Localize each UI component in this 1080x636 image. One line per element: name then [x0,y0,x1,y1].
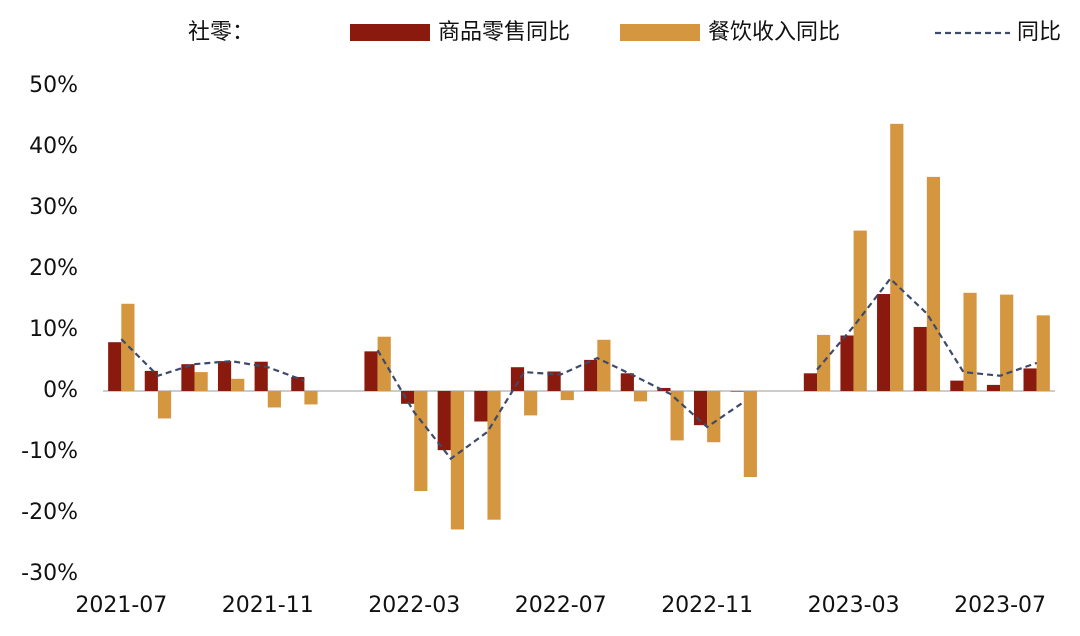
bar [597,339,611,391]
x-tick-label: 2021-07 [75,593,167,618]
bar [877,294,891,391]
bar [730,391,744,392]
bar [657,387,671,391]
bar [450,391,465,530]
bar [853,230,867,391]
bar [194,372,208,391]
bar [743,391,757,478]
x-tick-label: 2023-07 [954,593,1046,618]
legend-label: 同比 [1017,20,1061,45]
bar [963,292,977,391]
x-tick-label: 2022-11 [661,593,753,618]
bar [926,176,941,391]
bar [157,391,172,419]
bar [986,384,1001,391]
bar [291,376,305,391]
bar [1036,315,1050,391]
legend-title: 社零： [188,20,254,45]
x-tick-label: 2021-11 [222,593,314,618]
bar [890,123,904,391]
bar [144,370,158,391]
bar [304,391,318,405]
y-tick-label: 10% [29,317,78,342]
y-tick-label: 50% [29,73,78,98]
x-tick-label: 2022-07 [515,593,607,618]
bar [217,361,232,391]
bar [584,359,598,391]
bar [474,391,488,422]
bar [437,391,451,451]
bar [620,373,634,391]
bar [560,391,574,401]
bar [633,391,648,402]
bar [950,380,964,391]
x-tick-label: 2022-03 [368,593,460,618]
bar [913,326,927,391]
bar [840,335,854,391]
y-tick-label: 0% [43,378,78,403]
legend-swatch [620,24,700,41]
y-tick-label: 30% [29,195,78,220]
bar [1000,294,1014,391]
y-tick-label: 20% [29,256,78,281]
bar [401,391,415,404]
legend-label: 商品零售同比 [438,20,570,45]
bar [524,391,538,416]
bar [414,391,428,492]
line [120,277,1038,461]
bar [121,303,135,391]
bar [254,361,268,391]
bar [108,342,122,391]
bar [181,364,195,391]
y-tick-label: -30% [21,561,78,586]
bar [547,371,561,391]
legend-swatch [350,24,430,41]
y-tick-label: 40% [29,134,78,159]
bar [267,391,281,408]
bar [487,391,501,520]
x-tick-label: 2023-03 [808,593,900,618]
y-tick-label: -10% [21,439,78,464]
bar [670,391,684,441]
y-tick-label: -20% [21,500,78,525]
legend-label: 餐饮收入同比 [708,20,840,45]
bar [510,367,525,391]
bar [1023,368,1037,391]
bar [364,351,378,391]
bar [377,336,391,391]
bar [707,391,721,443]
bar [817,334,831,391]
bar [803,373,817,391]
bar [231,378,245,391]
